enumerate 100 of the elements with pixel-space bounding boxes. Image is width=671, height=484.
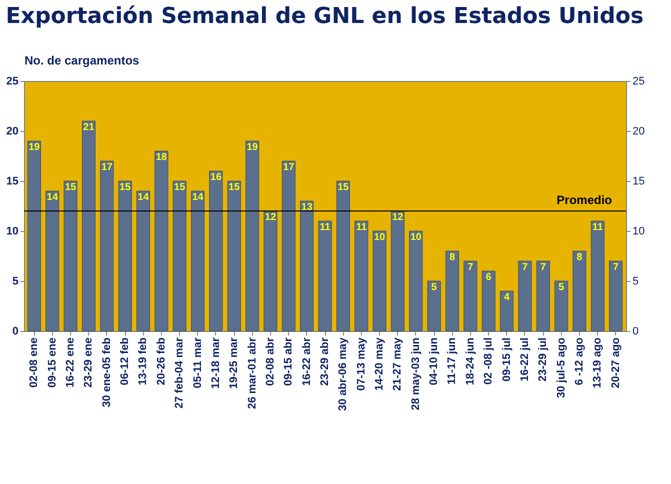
data-label: 13 bbox=[301, 202, 313, 213]
x-tick-label: 05-11 mar bbox=[192, 336, 204, 388]
data-label: 12 bbox=[264, 212, 276, 223]
data-label: 15 bbox=[338, 182, 350, 193]
x-tick-label: 02-08 abr bbox=[264, 336, 276, 386]
bar bbox=[27, 140, 41, 332]
x-tick-label: 16-22 ene bbox=[64, 338, 77, 388]
data-label: 4 bbox=[504, 292, 510, 303]
bar bbox=[554, 280, 568, 332]
data-label: 15 bbox=[64, 182, 77, 193]
y2-tick-label: 25 bbox=[632, 76, 645, 88]
data-label: 17 bbox=[283, 162, 295, 173]
data-label: 12 bbox=[392, 212, 404, 223]
x-tick-label: 18-24 jun bbox=[464, 337, 476, 386]
data-label: 5 bbox=[558, 282, 565, 293]
data-label: 17 bbox=[101, 162, 113, 173]
x-tick-label: 23-29 jul bbox=[537, 338, 550, 382]
data-label: 6 bbox=[486, 272, 492, 283]
x-tick-label: 16-22 jul bbox=[518, 338, 531, 382]
y-tick-label: 0 bbox=[12, 326, 18, 338]
bar bbox=[536, 260, 550, 332]
x-tick-label: 13-19 feb bbox=[137, 337, 150, 386]
bar bbox=[354, 220, 368, 332]
data-label: 8 bbox=[576, 252, 583, 263]
y2-tick-label: 15 bbox=[632, 176, 645, 188]
data-label: 15 bbox=[228, 182, 240, 193]
data-label: 15 bbox=[174, 182, 186, 193]
bar bbox=[118, 180, 132, 332]
bar bbox=[190, 190, 205, 332]
y-tick-label: 25 bbox=[6, 76, 18, 88]
bar bbox=[246, 140, 260, 332]
data-label: 14 bbox=[192, 192, 204, 203]
bar bbox=[372, 230, 386, 332]
x-tick-label: 6 -12 ago bbox=[573, 337, 586, 386]
bar bbox=[427, 280, 441, 332]
data-label: 15 bbox=[120, 182, 132, 193]
bar bbox=[390, 210, 404, 332]
bar bbox=[409, 230, 423, 332]
data-label: 11 bbox=[320, 222, 331, 233]
y-tick-label: 10 bbox=[6, 226, 18, 238]
x-tick-label: 02 -08 jul bbox=[482, 338, 495, 385]
bar bbox=[282, 160, 296, 332]
bar bbox=[318, 220, 332, 332]
bar bbox=[227, 180, 241, 332]
bar bbox=[518, 260, 532, 332]
bar bbox=[336, 180, 350, 332]
data-label: 7 bbox=[613, 262, 620, 273]
data-label: 21 bbox=[83, 122, 95, 133]
x-tick-label: 30 ene-05 feb bbox=[100, 337, 113, 408]
x-tick-label: 14-20 may bbox=[374, 336, 386, 391]
bar bbox=[154, 150, 168, 332]
ref-line-label: Promedio bbox=[556, 193, 612, 207]
bar bbox=[64, 180, 78, 332]
data-label: 19 bbox=[28, 142, 40, 153]
data-label: 10 bbox=[374, 232, 386, 243]
bar bbox=[609, 260, 623, 332]
x-tick-label: 09-15 jul bbox=[500, 338, 513, 382]
data-label: 14 bbox=[46, 192, 58, 203]
data-label: 16 bbox=[210, 172, 222, 183]
bar bbox=[482, 270, 496, 332]
y2-tick-label: 20 bbox=[632, 126, 645, 138]
bar bbox=[82, 120, 96, 332]
x-tick-label: 16-22 abr bbox=[300, 336, 313, 386]
x-tick-label: 26 mar-01 abr bbox=[246, 336, 258, 410]
x-tick-label: 23-29 ene bbox=[82, 338, 95, 388]
y2-tick-label: 0 bbox=[632, 326, 639, 338]
bar bbox=[572, 250, 586, 332]
y-tick-label: 20 bbox=[6, 126, 18, 138]
x-tick-label: 19-25 mar bbox=[228, 336, 240, 389]
data-label: 11 bbox=[592, 222, 604, 233]
data-label: 11 bbox=[356, 222, 368, 233]
bar bbox=[100, 160, 114, 332]
x-tick-label: 20-26 feb bbox=[155, 337, 168, 386]
x-tick-label: 28 may-03 jun bbox=[410, 337, 422, 410]
bar bbox=[264, 210, 278, 332]
bar bbox=[500, 290, 514, 332]
y-axis-title: No. de cargamentos bbox=[24, 54, 140, 68]
bar bbox=[46, 190, 60, 332]
x-tick-label: 06-12 feb bbox=[119, 337, 132, 386]
x-tick-label: 30 jul-5 ago bbox=[555, 337, 568, 398]
data-label: 10 bbox=[410, 232, 422, 243]
y2-tick-label: 10 bbox=[632, 226, 645, 238]
x-tick-label: 13-19 ago bbox=[592, 337, 604, 388]
x-tick-label: 09-15 abr bbox=[282, 336, 295, 386]
bar bbox=[445, 250, 460, 332]
bar bbox=[172, 180, 186, 332]
x-tick-label: 20-27 ago bbox=[610, 337, 622, 388]
bar bbox=[136, 190, 150, 332]
x-tick-label: 30 abr-06 may bbox=[337, 336, 350, 411]
bar bbox=[209, 170, 223, 332]
data-label: 5 bbox=[431, 282, 438, 293]
data-label: 19 bbox=[246, 142, 258, 153]
bar bbox=[590, 220, 604, 332]
data-label: 18 bbox=[156, 152, 168, 163]
x-tick-label: 12-18 mar bbox=[210, 336, 222, 389]
data-label: 14 bbox=[138, 192, 150, 203]
data-label: 7 bbox=[468, 262, 474, 273]
bar bbox=[464, 260, 478, 332]
bar bbox=[300, 200, 314, 332]
x-tick-label: 09-15 ene bbox=[46, 338, 58, 388]
